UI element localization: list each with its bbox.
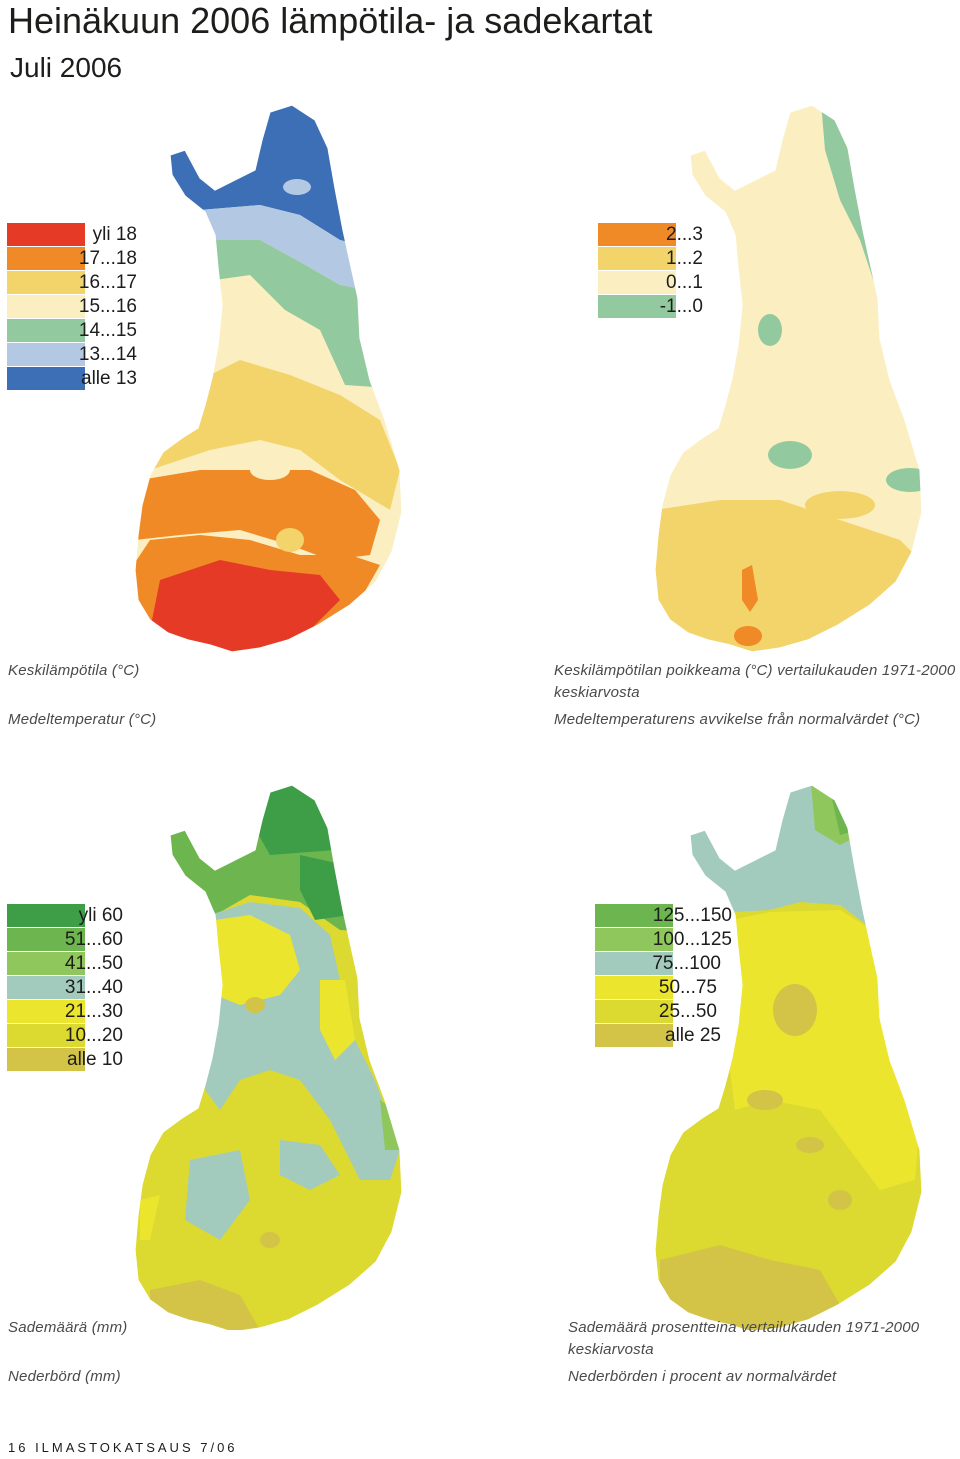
legend-item: alle 10	[7, 1048, 247, 1072]
caption-fi-precipitation: Sademäärä (mm)	[8, 1319, 128, 1336]
legend-swatch	[7, 1024, 85, 1047]
caption-fi-precipitation-percent: Sademäärä prosentteina vertailukauden 19…	[568, 1319, 920, 1336]
legend-item: 2...3	[598, 223, 838, 247]
legend-label: 125...150	[652, 905, 732, 926]
legend-swatch	[7, 319, 85, 342]
legend-label: 41...50	[64, 953, 123, 974]
legend-swatch	[7, 952, 85, 975]
caption-sv-precipitation: Nederbörd (mm)	[8, 1368, 121, 1385]
legend-label: alle 25	[665, 1025, 721, 1046]
legend-item: alle 13	[7, 367, 247, 391]
legend-item: 13...14	[7, 343, 247, 367]
legend-swatch	[7, 343, 85, 366]
legend-item: 31...40	[7, 976, 247, 1000]
legend-item: 1...2	[598, 247, 838, 271]
legend-swatch	[7, 247, 85, 270]
legend-item: 10...20	[7, 1024, 247, 1048]
legend-precipitation: yli 60 51...60 41...50 31...40 21...30 1…	[7, 904, 247, 1074]
caption-sv-mean-temperature: Medeltemperatur (°C)	[8, 711, 157, 728]
legend-swatch	[595, 1024, 673, 1047]
map-panel-temperature-anomaly: 2...3 1...2 0...1 -1...0	[480, 90, 960, 660]
legend-swatch	[7, 367, 85, 390]
legend-label: 21...30	[64, 1001, 123, 1022]
legend-label: yli 18	[92, 224, 137, 245]
legend-swatch	[7, 223, 85, 246]
legend-swatch	[598, 295, 676, 318]
legend-swatch	[595, 976, 673, 999]
legend-swatch	[595, 1000, 673, 1023]
legend-swatch	[598, 223, 676, 246]
legend-item: 17...18	[7, 247, 247, 271]
map-temperature-anomaly	[654, 104, 923, 653]
legend-label: 31...40	[64, 977, 123, 998]
legend-swatch	[7, 271, 85, 294]
legend-swatch	[7, 928, 85, 951]
legend-label: -1...0	[659, 296, 703, 317]
legend-item: 25...50	[595, 1000, 835, 1024]
caption-fi2-precipitation-percent: keskiarvosta	[568, 1341, 654, 1358]
map-mean-temperature	[134, 104, 403, 653]
page-footer: 16 ILMASTOKATSAUS 7/06	[8, 1440, 238, 1455]
legend-label: 100...125	[652, 929, 732, 950]
legend-swatch	[598, 247, 676, 270]
legend-item: alle 25	[595, 1024, 835, 1048]
legend-label: alle 13	[81, 368, 137, 389]
caption-sv-precipitation-percent: Nederbörden i procent av normalvärdet	[568, 1368, 837, 1385]
legend-label: 13...14	[78, 344, 137, 365]
legend-item: 100...125	[595, 928, 835, 952]
legend-label: 10...20	[64, 1025, 123, 1046]
legend-item: 125...150	[595, 904, 835, 928]
legend-label: 75...100	[652, 953, 721, 974]
legend-swatch	[7, 1048, 85, 1071]
legend-swatch	[598, 271, 676, 294]
legend-item: 50...75	[595, 976, 835, 1000]
legend-swatch	[7, 295, 85, 318]
legend-swatch	[595, 952, 673, 975]
caption-sv-temperature-anomaly: Medeltemperaturens avvikelse från normal…	[554, 711, 921, 728]
legend-label: 1...2	[666, 248, 703, 269]
legend-item: -1...0	[598, 295, 838, 319]
legend-swatch	[7, 976, 85, 999]
legend-label: 0...1	[666, 272, 703, 293]
legend-label: 17...18	[78, 248, 137, 269]
legend-item: yli 60	[7, 904, 247, 928]
legend-label: 16...17	[78, 272, 137, 293]
map-precipitation-percent	[654, 784, 923, 1330]
legend-item: 41...50	[7, 952, 247, 976]
legend-label: alle 10	[67, 1049, 123, 1070]
map-precipitation	[134, 784, 403, 1330]
legend-temperature-anomaly: 2...3 1...2 0...1 -1...0	[598, 223, 838, 319]
legend-swatch	[595, 928, 673, 951]
legend-label: 51...60	[64, 929, 123, 950]
legend-item: 0...1	[598, 271, 838, 295]
legend-item: 15...16	[7, 295, 247, 319]
map-panel-mean-temperature: yli 18 17...18 16...17 15...16 14...15 1…	[0, 90, 480, 730]
legend-swatch	[7, 1000, 85, 1023]
legend-swatch	[7, 904, 85, 927]
map-panel-precipitation: yli 60 51...60 41...50 31...40 21...30 1…	[0, 760, 480, 1330]
legend-item: 14...15	[7, 319, 247, 343]
legend-precipitation-percent: 125...150 100...125 75...100 50...75 25.…	[595, 904, 835, 1050]
legend-label: 2...3	[666, 224, 703, 245]
legend-mean-temperature: yli 18 17...18 16...17 15...16 14...15 1…	[7, 223, 247, 393]
caption-fi-mean-temperature: Keskilämpötila (°C)	[8, 662, 140, 679]
legend-label: 14...15	[78, 320, 137, 341]
page-title: Heinäkuun 2006 lämpötila- ja sadekartat	[8, 0, 653, 41]
legend-item: 21...30	[7, 1000, 247, 1024]
caption-fi-temperature-anomaly: Keskilämpötilan poikkeama (°C) vertailuk…	[554, 662, 956, 679]
legend-item: yli 18	[7, 223, 247, 247]
legend-label: 25...50	[658, 1001, 717, 1022]
legend-label: 50...75	[658, 977, 717, 998]
legend-label: yli 60	[78, 905, 123, 926]
caption-fi2-temperature-anomaly: keskiarvosta	[554, 684, 640, 701]
legend-swatch	[595, 904, 673, 927]
page-subtitle: Juli 2006	[10, 52, 123, 83]
map-panel-precipitation-percent: 125...150 100...125 75...100 50...75 25.…	[480, 760, 960, 1330]
legend-label: 15...16	[78, 296, 137, 317]
legend-item: 16...17	[7, 271, 247, 295]
legend-item: 75...100	[595, 952, 835, 976]
legend-item: 51...60	[7, 928, 247, 952]
